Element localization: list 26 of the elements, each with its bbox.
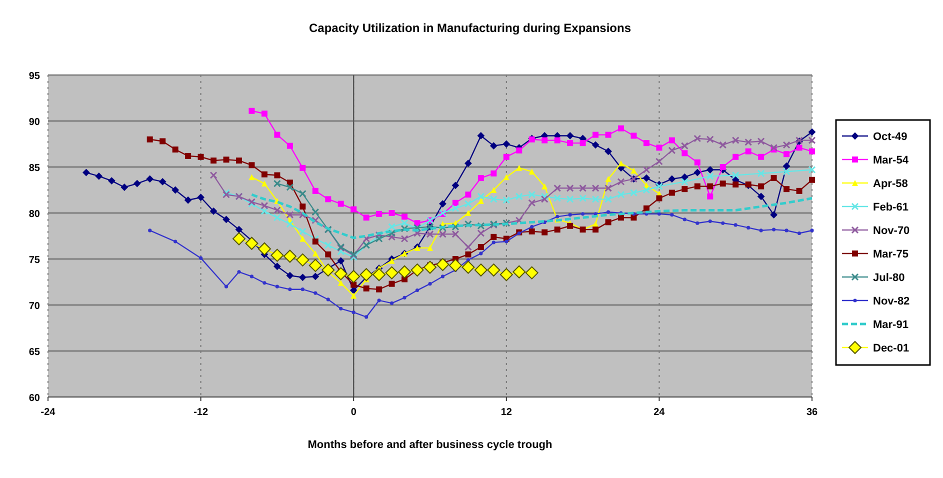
- y-tick-label: 85: [28, 163, 40, 174]
- x-tick-label: 24: [654, 407, 666, 418]
- legend-label: Oct-49: [873, 131, 908, 143]
- x-tick-label: 0: [350, 407, 357, 418]
- x-axis-title: Months before and after business cycle trough: [308, 439, 553, 451]
- legend-label: Nov-70: [873, 225, 910, 237]
- legend-label: Mar-54: [873, 154, 910, 166]
- y-tick-label: 95: [28, 71, 40, 82]
- x-tick-label: -24: [40, 407, 56, 418]
- x-tick-label: -12: [194, 407, 208, 418]
- x-tick-label: 36: [806, 407, 818, 418]
- chart-title: Capacity Utilization in Manufacturing during Expansions: [308, 21, 632, 35]
- legend-label: Jul-80: [873, 272, 905, 284]
- y-tick-label: 90: [28, 117, 40, 128]
- x-tick-label: 12: [500, 407, 512, 418]
- y-tick-label: 70: [28, 301, 40, 312]
- legend-label: Mar-75: [873, 248, 908, 260]
- legend-label: Nov-82: [873, 296, 910, 308]
- legend-label: Apr-58: [873, 178, 908, 190]
- legend-label: Dec-01: [873, 342, 910, 354]
- legend-label: Feb-61: [873, 202, 908, 214]
- y-tick-label: 65: [28, 347, 40, 358]
- y-tick-label: 60: [28, 393, 40, 404]
- y-tick-label: 75: [28, 255, 40, 266]
- legend-label: Mar-91: [873, 319, 908, 331]
- y-tick-label: 80: [28, 209, 40, 220]
